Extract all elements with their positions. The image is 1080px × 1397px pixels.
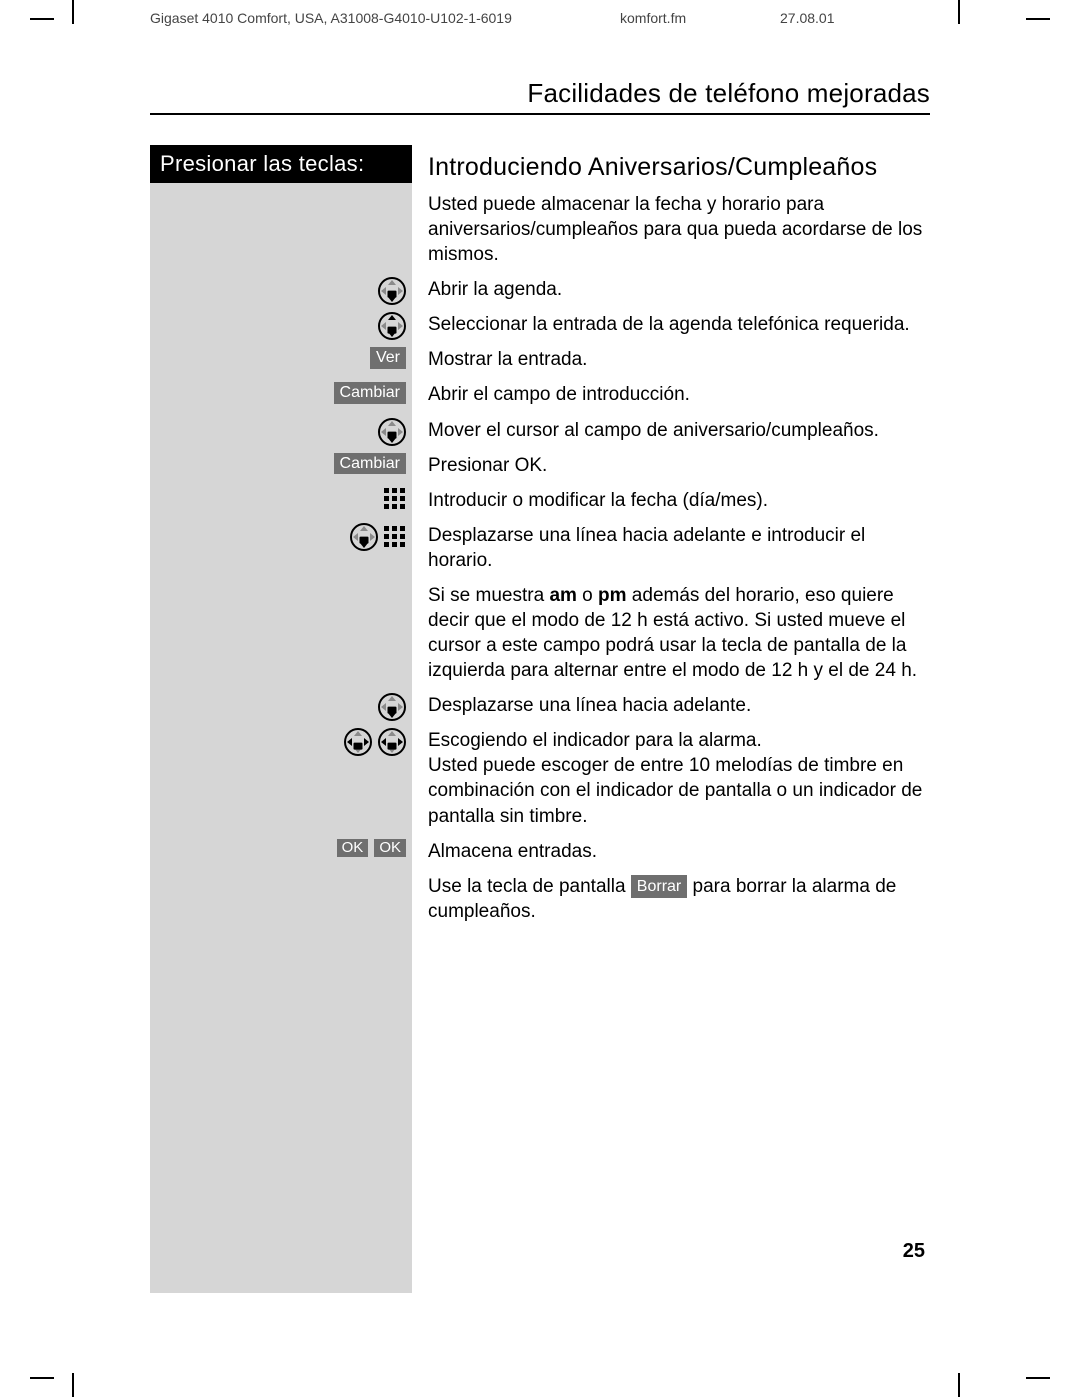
keypad-icon xyxy=(384,526,406,548)
key-cluster: OK OK xyxy=(337,839,406,858)
header-meta: Gigaset 4010 Comfort, USA, A31008-G4010-… xyxy=(150,10,930,32)
step-text: Abrir el campo de introducción. xyxy=(428,382,930,407)
nav-key-icon xyxy=(350,523,378,551)
header-model: Gigaset 4010 Comfort, USA, A31008-G4010-… xyxy=(150,10,620,26)
step-text: Almacena entradas. xyxy=(428,839,930,864)
key-cluster xyxy=(378,693,406,721)
step-text: Si se muestra am o pm además del horario… xyxy=(428,583,930,683)
step-text: Mostrar la entrada. xyxy=(428,347,930,372)
softkey-cambiar: Cambiar xyxy=(334,453,406,475)
crop-mark xyxy=(958,1373,960,1397)
key-cluster: Cambiar xyxy=(334,382,406,404)
content: Presionar las teclas: Ver Cambiar Cambiar O… xyxy=(150,145,930,1293)
step-text: Introducir o modificar la fecha (día/mes… xyxy=(428,488,930,513)
softkey-ok: OK xyxy=(337,839,369,858)
borrar-softkey: Borrar xyxy=(631,875,687,898)
step-text: Abrir la agenda. xyxy=(428,277,930,302)
keypad-icon xyxy=(384,488,406,510)
intro-paragraph: Usted puede almacenar la fecha y horario… xyxy=(428,192,930,267)
nav-key-icon xyxy=(378,418,406,446)
header-date: 27.08.01 xyxy=(780,10,880,26)
nav-key-icon xyxy=(378,312,406,340)
softkey-ver: Ver xyxy=(370,347,406,369)
key-cluster: Cambiar xyxy=(334,453,406,475)
nav-key-icon xyxy=(378,277,406,305)
key-column: Presionar las teclas: Ver Cambiar Cambiar O… xyxy=(150,145,412,1293)
page: Gigaset 4010 Comfort, USA, A31008-G4010-… xyxy=(150,10,930,1293)
key-cluster xyxy=(384,488,406,510)
crop-mark xyxy=(958,0,960,24)
footer-pre: Use la tecla de pantalla xyxy=(428,876,631,897)
softkey-ok: OK xyxy=(374,839,406,858)
step-text: Escogiendo el indicador para la alarma.U… xyxy=(428,728,930,828)
softkey-cambiar: Cambiar xyxy=(334,382,406,404)
key-cluster xyxy=(378,277,406,305)
key-cluster xyxy=(350,523,406,551)
step-text: Mover el cursor al campo de aniversario/… xyxy=(428,418,930,443)
nav-key-icon xyxy=(378,693,406,721)
crop-mark xyxy=(72,1373,74,1397)
subsection-title: Introduciendo Aniversarios/Cumpleaños xyxy=(428,153,930,182)
nav-key-icon xyxy=(378,728,406,756)
footer-line: Use la tecla de pantalla Borrar para bor… xyxy=(428,874,930,924)
section-title: Facilidades de teléfono mejoradas xyxy=(150,78,930,115)
key-cluster: Ver xyxy=(370,347,406,369)
crop-mark xyxy=(30,1377,54,1379)
key-cluster xyxy=(378,418,406,446)
step-text: Desplazarse una línea hacia adelante e i… xyxy=(428,523,930,573)
text-column: Introduciendo Aniversarios/Cumpleaños Us… xyxy=(412,145,930,1293)
step-text: Desplazarse una línea hacia adelante. xyxy=(428,693,930,718)
crop-mark xyxy=(1026,18,1050,20)
crop-mark xyxy=(1026,1377,1050,1379)
crop-mark xyxy=(72,0,74,24)
page-number: 25 xyxy=(903,1240,925,1263)
steps-text: Abrir la agenda. Seleccionar la entrada d… xyxy=(428,277,930,863)
key-column-body: Ver Cambiar Cambiar OK OK xyxy=(150,183,412,1293)
step-text: Presionar OK. xyxy=(428,453,930,478)
step-text: Seleccionar la entrada de la agenda tele… xyxy=(428,312,930,337)
key-cluster xyxy=(344,728,406,756)
key-column-header: Presionar las teclas: xyxy=(150,145,412,183)
crop-mark xyxy=(30,18,54,20)
key-cluster xyxy=(378,312,406,340)
header-file: komfort.fm xyxy=(620,10,780,26)
nav-key-icon xyxy=(344,728,372,756)
